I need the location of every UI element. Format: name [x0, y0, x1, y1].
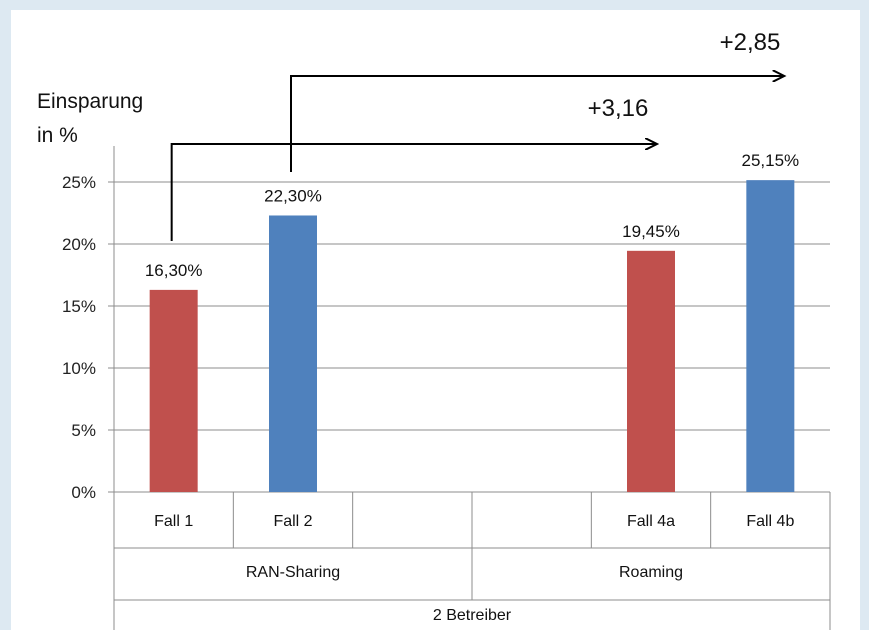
y-tick-label: 10%: [62, 359, 96, 378]
y-axis-title-line1: Einsparung: [37, 90, 143, 113]
y-tick-label: 0%: [71, 483, 96, 502]
axes: 0% 5% 10% 15% 20% 25%: [62, 146, 830, 502]
annotation-label: +2,85: [720, 29, 781, 56]
bar: [746, 180, 795, 492]
data-label: 25,15%: [741, 151, 799, 170]
y-tick-label: 5%: [71, 421, 96, 440]
annotation-arrow: [170, 144, 657, 241]
category-label: Fall 2: [273, 513, 312, 530]
y-tick-label: 20%: [62, 235, 96, 254]
category-label: Fall 1: [154, 513, 193, 530]
bars: [149, 180, 795, 493]
gridlines: [114, 181, 830, 431]
y-axis-title-line2: in %: [37, 124, 78, 147]
category-label: Fall 4b: [746, 513, 794, 530]
bar: [627, 250, 675, 492]
data-labels: 16,30% 22,30% 19,45% 25,15%: [145, 151, 799, 280]
supergroup-label: 2 Betreiber: [433, 607, 512, 624]
y-tick-label: 25%: [62, 173, 96, 192]
annotation-label: +3,16: [588, 95, 649, 122]
annotation-arrow: [290, 76, 784, 172]
group-label: RAN-Sharing: [246, 564, 340, 581]
data-label: 19,45%: [622, 222, 680, 241]
y-tick-label: 15%: [62, 297, 96, 316]
annotations: +3,16 +2,85: [170, 29, 785, 241]
data-label: 22,30%: [264, 186, 322, 205]
category-label: Fall 4a: [627, 513, 675, 530]
category-axis: Fall 1 Fall 2 Fall 4a Fall 4b RAN-Sharing Roa…: [113, 492, 831, 630]
bar: [149, 289, 198, 492]
bar: [269, 215, 317, 493]
group-label: Roaming: [619, 564, 683, 581]
data-label: 16,30%: [145, 261, 203, 280]
